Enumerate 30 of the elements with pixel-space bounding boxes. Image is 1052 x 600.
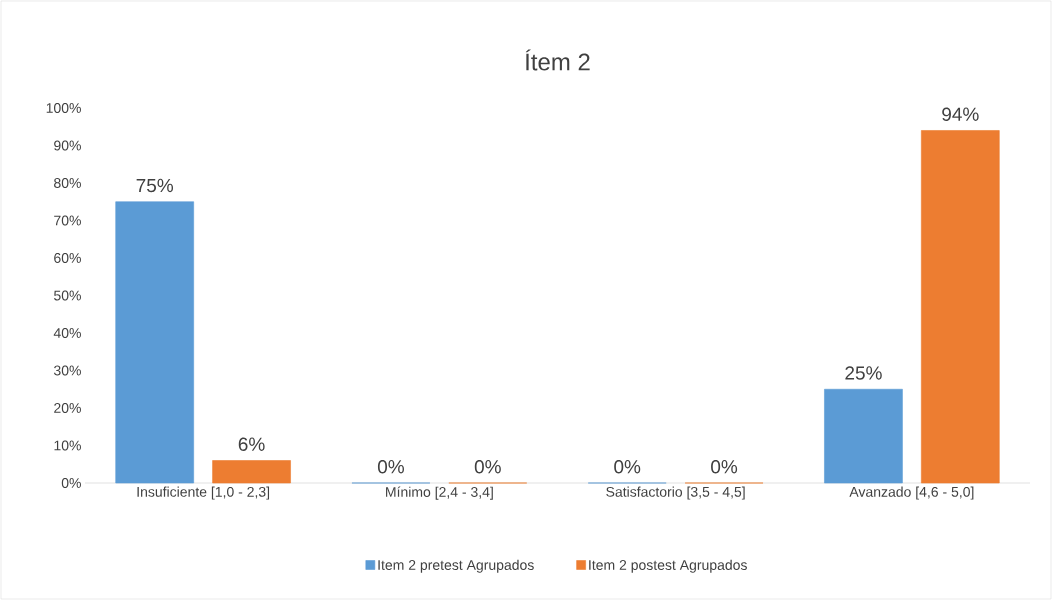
legend-label: Item 2 pretest Agrupados [378, 559, 534, 573]
y-tick-label: 70% [54, 215, 81, 226]
y-tick-label: 80% [54, 178, 81, 188]
data-label: 94% [942, 107, 979, 121]
y-tick-label: 60% [54, 253, 81, 263]
data-label: 6% [238, 437, 265, 451]
bar [824, 388, 903, 484]
data-label: 0% [377, 460, 404, 474]
data-label: 0% [474, 460, 501, 474]
x-tick-label: Insuficiente [1,0 - 2,3] [137, 486, 270, 500]
x-tick-label: Satisfactorio [3,5 - 4,5] [606, 486, 745, 500]
y-tick-label: 100% [46, 103, 81, 113]
y-tick-label: 30% [53, 365, 81, 376]
y-tick-label: 40% [53, 328, 81, 338]
y-tick-label: 20% [54, 403, 81, 413]
data-label: 25% [845, 366, 882, 380]
y-tick-label: 10% [54, 440, 81, 451]
x-tick-label: Mínimo [2,4 - 3,4] [386, 486, 493, 500]
legend-label: Item 2 postest Agrupados [589, 559, 747, 573]
chart-title: Ítem 2 [525, 49, 590, 71]
data-label: 75% [136, 178, 174, 193]
bar [115, 201, 194, 484]
data-label: 0% [614, 460, 641, 474]
y-tick-label: 50% [54, 290, 81, 301]
data-label: 0% [711, 460, 738, 474]
y-tick-label: 0% [61, 478, 81, 488]
bar [921, 130, 1000, 484]
x-tick-label: Avanzado [4,6 - 5,0] [849, 486, 974, 500]
bar [212, 460, 291, 484]
y-tick-label: 90% [54, 140, 81, 151]
